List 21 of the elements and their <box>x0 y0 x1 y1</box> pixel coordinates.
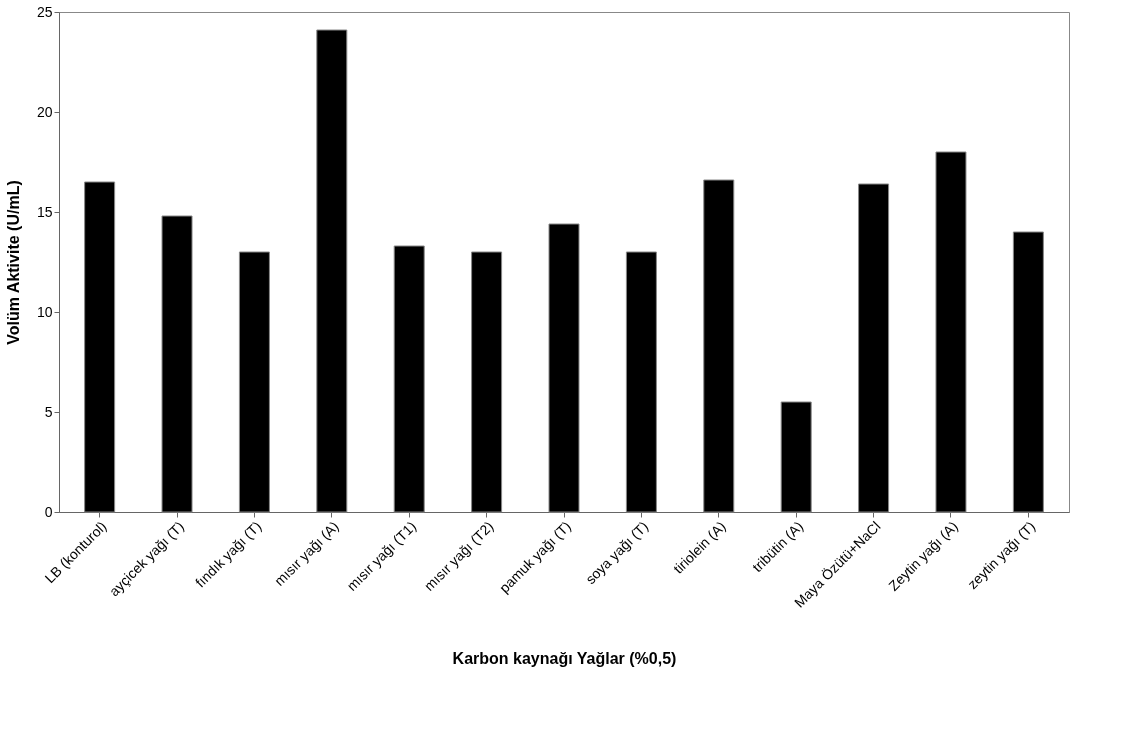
bar <box>471 251 503 513</box>
y-tick-label: 15 <box>36 203 53 220</box>
bar <box>1012 231 1044 513</box>
bar <box>625 251 657 513</box>
y-axis-title: Volüm Aktivite (U/mL) <box>4 180 22 345</box>
bar <box>703 179 735 513</box>
y-tick-label: 5 <box>44 403 53 420</box>
y-tick-label: 25 <box>36 3 53 20</box>
bar <box>548 223 580 513</box>
x-axis-title: Karbon kaynağı Yağlar (%0,5) <box>452 649 677 667</box>
bar <box>84 181 116 513</box>
bar <box>780 401 812 513</box>
y-tick-label: 0 <box>44 503 53 520</box>
y-tick-label: 20 <box>36 103 53 120</box>
bar <box>238 251 270 513</box>
bar <box>316 29 348 513</box>
bar <box>393 245 425 513</box>
y-tick-label: 10 <box>36 303 53 320</box>
bar <box>935 151 967 513</box>
bar <box>858 183 890 513</box>
bar <box>161 215 193 513</box>
